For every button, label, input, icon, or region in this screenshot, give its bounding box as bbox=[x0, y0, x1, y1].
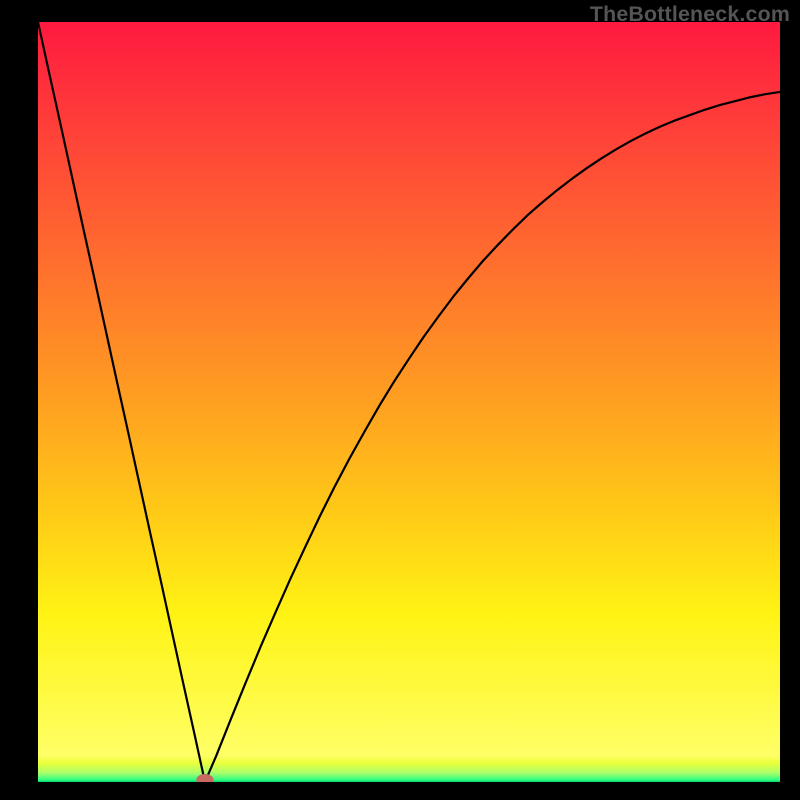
watermark-text: TheBottleneck.com bbox=[590, 2, 790, 27]
bottleneck-chart: TheBottleneck.com bbox=[0, 0, 800, 800]
chart-background-gradient bbox=[38, 22, 780, 782]
chart-svg bbox=[0, 0, 800, 800]
